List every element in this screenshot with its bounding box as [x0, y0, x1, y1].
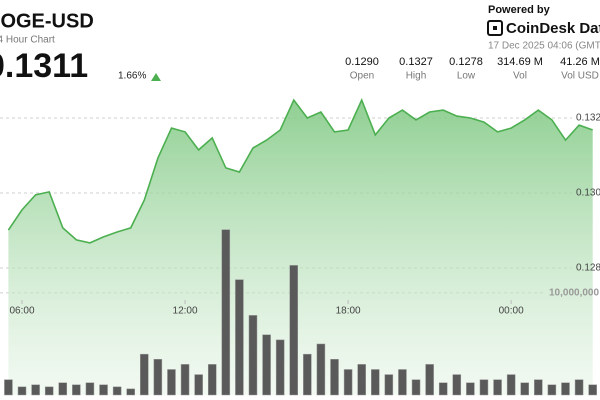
y-tick-label: 0.130: [576, 188, 600, 199]
volume-bar: [384, 374, 394, 396]
volume-bar: [371, 369, 380, 396]
volume-bar: [194, 374, 203, 396]
stat-label: Open: [350, 71, 374, 82]
volume-bar: [547, 384, 557, 396]
volume-bar: [343, 369, 353, 396]
volume-bar: [72, 384, 81, 396]
volume-bar: [58, 382, 68, 396]
volume-bar: [398, 369, 407, 396]
volume-bar: [167, 369, 176, 396]
volume-bar: [574, 379, 584, 396]
volume-bar: [466, 382, 475, 396]
volume-bar: [4, 379, 13, 396]
volume-bar: [561, 382, 570, 396]
volume-bar: [153, 359, 163, 396]
stat-value: 0.1278: [449, 56, 483, 68]
volume-bar: [126, 388, 135, 396]
volume-bar: [452, 374, 462, 396]
y-tick-label: 0.128: [576, 263, 600, 274]
stat-label: Vol USD: [561, 71, 599, 82]
powered-by: Powered by: [488, 4, 551, 16]
stat-value: 0.1290: [345, 56, 379, 68]
volume-bar: [588, 384, 597, 396]
x-tick-label: 06:00: [9, 306, 34, 317]
volume-bar: [303, 353, 312, 396]
volume-bar: [479, 379, 489, 396]
volume-bar: [140, 353, 149, 396]
volume-bar: [221, 229, 231, 396]
y2-tick-label: 10,000,000: [549, 288, 599, 299]
volume-bar: [275, 339, 285, 396]
up-arrow: [151, 73, 161, 81]
volume-bar: [425, 364, 434, 396]
stat-value: 0.1327: [399, 56, 433, 68]
change: 1.66%: [118, 71, 146, 82]
stat-label: Low: [457, 71, 476, 82]
brand: CoinDesk Data: [506, 20, 600, 37]
volume-bar: [330, 359, 339, 396]
title: DOGE-USD: [0, 10, 94, 32]
timestamp: 17 Dec 2025 04:06 (GMT): [488, 41, 600, 52]
brand-logo-dot: [493, 26, 497, 30]
price-area: [8, 100, 593, 395]
stat-label: High: [406, 71, 427, 82]
plot: 0.132 0.130 0.128 10,000,000 06:00 12:00 18:00…: [0, 97, 600, 396]
volume-bar: [44, 386, 54, 396]
volume-bar: [112, 386, 122, 396]
volume-bar: [262, 334, 271, 396]
x-tick-label: 18:00: [336, 306, 361, 317]
y-tick-label: 0.132: [576, 113, 600, 124]
stats: 0.1290 Open 0.1327 High 0.1278 Low 314.69 M Vol…: [345, 56, 600, 82]
volume-bar: [520, 382, 529, 396]
x-tick-label: 12:00: [173, 306, 198, 317]
price-line: [7, 97, 593, 244]
stat-value: 41.26 M: [560, 56, 600, 68]
price: 0.1311: [0, 47, 88, 85]
stat-value: 314.69 M: [497, 56, 543, 68]
subtitle: 24 Hour Chart: [0, 35, 55, 46]
volume-bar: [180, 364, 190, 396]
volume-bar: [248, 315, 258, 396]
volume-bar: [534, 379, 543, 396]
x-tick-label: 00:00: [499, 306, 524, 317]
volume-bar: [17, 386, 27, 396]
volume-bar: [493, 379, 502, 396]
brand-logo: [487, 20, 503, 36]
volume-bar: [235, 279, 244, 396]
volume-bar: [31, 384, 40, 396]
volume-bar: [99, 384, 108, 396]
stat-label: Vol: [513, 71, 527, 82]
volume-bar: [289, 265, 298, 396]
volume-bar: [316, 343, 326, 396]
volume-bar: [506, 374, 516, 396]
volume-bar: [438, 382, 448, 396]
volume-bar: [207, 364, 217, 396]
volume-bar: [357, 364, 366, 396]
volume-bar: [411, 379, 421, 396]
volume-bar: [85, 382, 95, 396]
